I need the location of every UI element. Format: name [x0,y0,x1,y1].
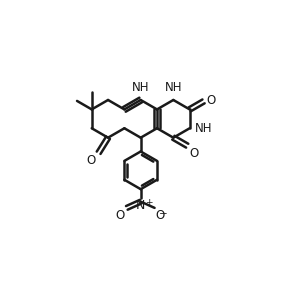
Text: O: O [206,94,216,107]
Text: O: O [116,209,125,222]
Text: −: − [158,209,167,219]
Text: NH: NH [132,82,149,94]
Text: NH: NH [165,82,182,94]
Text: N: N [136,199,146,212]
Text: O: O [156,209,165,222]
Text: +: + [145,198,152,207]
Text: NH: NH [195,122,213,135]
Text: O: O [87,154,96,167]
Text: O: O [189,147,199,160]
